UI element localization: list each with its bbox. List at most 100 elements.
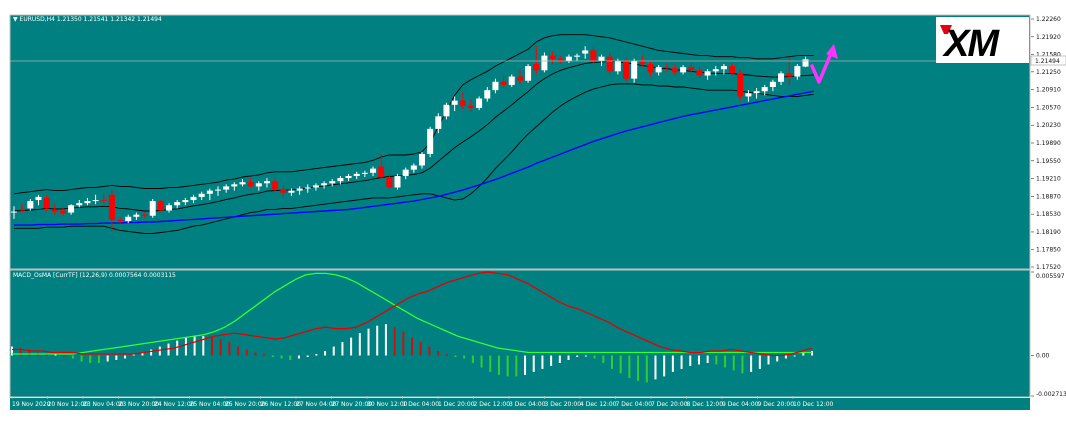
price-tick-label: 1.18530 [1036,211,1061,218]
candle-body [639,60,646,64]
candle-body [27,201,34,209]
candle [386,173,393,190]
candle [117,216,124,225]
candle-body [149,201,156,216]
candle [663,62,670,73]
histogram-bar [724,355,727,368]
candle [631,58,638,83]
histogram-bar [480,355,483,368]
histogram-bar [402,331,405,356]
candle-body [125,216,132,221]
candle [769,79,776,92]
candle [329,179,336,187]
candle-body [100,200,107,202]
candle [215,186,221,196]
candle-body [476,98,483,108]
candle [370,166,377,176]
signal-line [12,272,812,355]
candle-body [141,214,148,216]
candle [500,75,507,89]
time-tick-label: 19 Nov 2020 [12,401,51,408]
candle [312,183,319,191]
candle [557,55,564,64]
histogram-bar [332,346,335,356]
time-tick-label: 7 Dec 04:00 [616,401,653,408]
histogram-bar [341,342,344,356]
candle-body [108,194,115,220]
histogram-bar [124,355,127,359]
histogram-bar [150,349,153,356]
candle-body [582,50,589,54]
candle [198,191,205,201]
price-tick-label: 1.21250 [1036,69,1061,76]
candle [761,84,768,96]
candle [288,188,295,196]
candle-body [402,169,409,176]
histogram-bar [732,355,735,371]
candle-body [157,201,164,211]
price-tick-label: 1.19210 [1036,176,1061,183]
time-tick-label: 25 Nov 04:00 [190,401,231,408]
candle [59,207,66,216]
candle-body [272,181,279,190]
histogram-bar [524,355,527,375]
price-tick-label: 1.21580 [1036,52,1061,59]
candle [272,177,279,192]
price-tick-label: 1.21920 [1036,34,1061,41]
histogram-bar [463,355,466,359]
time-tick-label: 23 Nov 04:00 [83,401,124,408]
candle [565,54,572,63]
indicator-tick-label: -0.002713 [1036,391,1066,398]
histogram-bar [697,355,700,365]
candle-body [337,178,344,182]
candle [255,181,262,191]
histogram-bar [158,346,161,356]
candle [11,206,17,219]
candle-body [459,100,466,106]
histogram-bar [811,351,813,356]
histogram-bar [350,337,353,356]
candle-body [35,196,42,201]
histogram-bar [202,336,205,356]
time-tick-label: 27 Nov 04:00 [296,401,337,408]
histogram-bar [671,355,674,372]
candle-body [231,184,238,187]
histogram-bar [411,337,413,356]
candle [794,63,801,80]
current-price-tag [1030,55,1066,66]
candle-body [467,105,474,108]
candle-body [574,55,581,57]
indicator-pane [9,269,1031,398]
candle-body [345,175,352,179]
candle-body [492,81,499,91]
candle-body [533,63,540,71]
histogram-bar [376,325,379,356]
histogram-bar [176,340,179,356]
candle [467,99,474,113]
histogram-bar [71,355,74,359]
histogram-bar [784,355,787,359]
histogram-bar [776,355,779,362]
bollinger-upper-line [13,34,814,195]
candle [647,60,654,77]
candle [778,71,785,85]
candle-body [712,69,719,72]
candle-body [11,211,17,213]
candle-body [353,173,360,176]
histogram-bar [280,355,283,359]
candle-body [321,183,328,186]
candle-body [19,209,26,211]
histogram-bar [419,342,422,356]
histogram-bar [132,354,135,356]
candle-body [223,186,230,190]
candle-body [304,187,311,189]
candle-body [239,182,246,185]
histogram-bar [532,355,535,372]
candle [549,51,556,64]
candle [92,194,99,205]
candle [410,163,417,173]
candle-body [174,202,181,206]
candle [321,181,328,189]
histogram-bar [619,355,622,374]
